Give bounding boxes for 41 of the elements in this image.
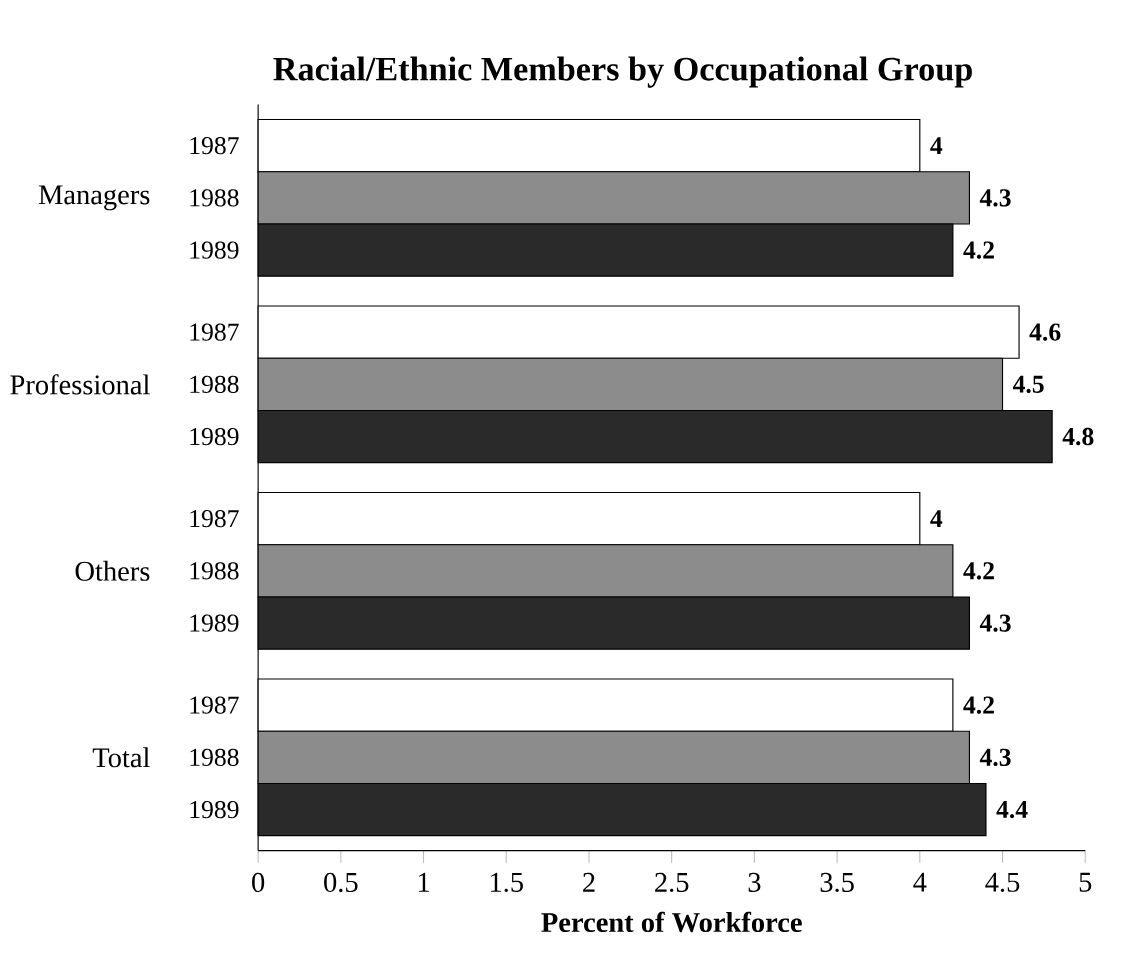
x-tick-label: 0 — [252, 872, 265, 893]
y-tick-label: Others — [75, 560, 150, 581]
x-tick-label: 3 — [748, 872, 761, 892]
x-tick-label: 5 — [1079, 872, 1092, 892]
text: 1987 — [190, 696, 239, 714]
text: 1988 — [190, 562, 239, 580]
data-label: 4.5 — [1012, 375, 1044, 393]
data-label: 4.3 — [979, 614, 1011, 632]
x-tick-label: 4 — [913, 872, 927, 892]
chart-title: Racial/Ethnic Members by Occupational Group — [273, 56, 972, 88]
data-label: 4.2 — [963, 241, 994, 259]
text: 1989 — [190, 800, 239, 819]
text: 1988 — [190, 375, 239, 394]
data-label: 4.8 — [1062, 427, 1094, 446]
y-tick-label: Managers — [38, 185, 150, 211]
text: 1987 — [190, 323, 239, 341]
y-tick-label: Professional — [10, 374, 150, 395]
y-tick-label: Total — [92, 747, 150, 768]
series-label: 1988 — [190, 189, 239, 207]
x-tick-label: 1.5 — [490, 872, 523, 893]
text: 1987 — [190, 509, 239, 528]
x-tick-label: 0.5 — [324, 872, 358, 893]
data-label: 4.6 — [1029, 323, 1061, 341]
data-label: 4.3 — [979, 189, 1011, 207]
x-axis-title: Percent of Workforce — [541, 911, 802, 933]
series-label: 1987 — [190, 136, 239, 155]
data-label: 4.2 — [963, 562, 994, 580]
x-tick-label: 1 — [418, 872, 429, 892]
x-tick-label: 3.5 — [820, 872, 854, 893]
data-label: 4.3 — [979, 748, 1011, 767]
data-label: 4 — [930, 137, 943, 155]
data-label: 4.4 — [996, 800, 1028, 819]
text: 1989 — [190, 614, 239, 632]
x-tick-label: 4.5 — [985, 872, 1020, 892]
text: 1988 — [190, 748, 239, 767]
series-label: 1989 — [190, 241, 239, 259]
x-tick-label: 2.5 — [655, 872, 689, 893]
text: 1989 — [190, 427, 239, 446]
x-tick-label: 2 — [583, 872, 595, 892]
data-label: 4 — [930, 510, 943, 528]
data-label: 4.2 — [963, 696, 994, 714]
